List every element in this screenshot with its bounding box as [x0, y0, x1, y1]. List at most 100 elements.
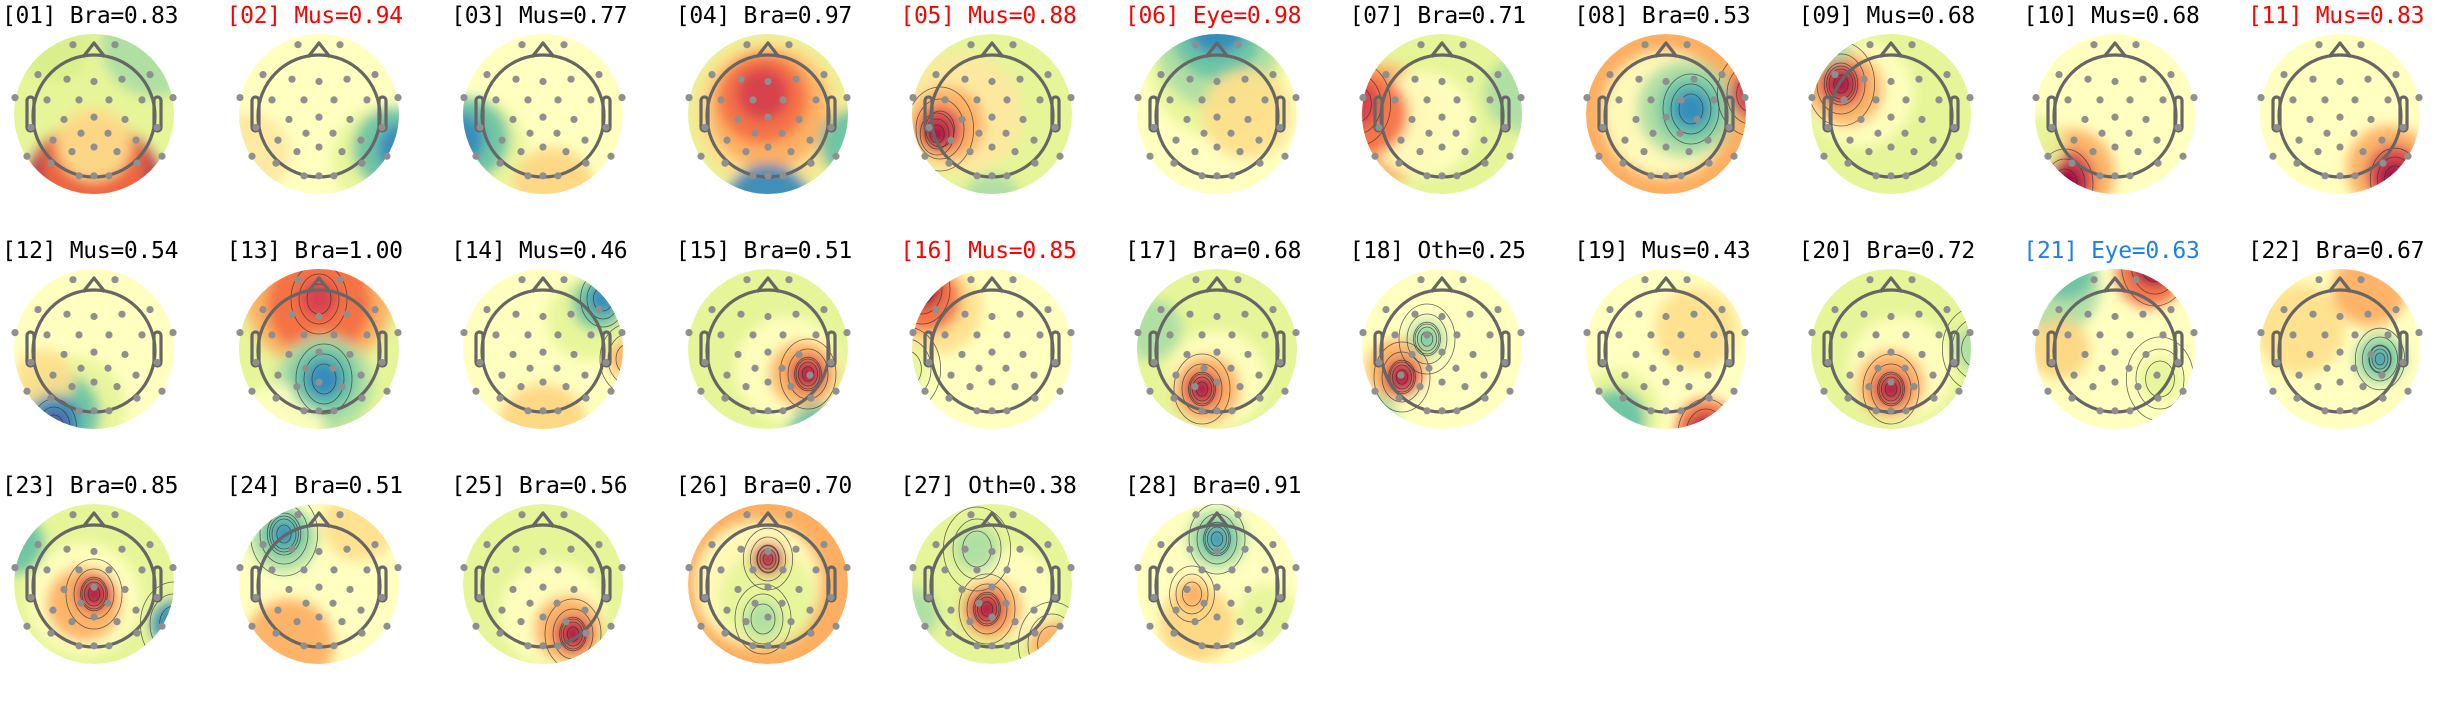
topomap	[1580, 28, 1752, 200]
component-title: [12] Mus=0.54	[2, 238, 179, 264]
component-title: [24] Bra=0.51	[226, 473, 403, 499]
topomap	[906, 498, 1078, 670]
component-title: [05] Mus=0.88	[900, 3, 1077, 29]
topomap	[682, 28, 854, 200]
component-panel: [25] Bra=0.56	[451, 472, 676, 707]
component-title: [27] Oth=0.38	[900, 473, 1077, 499]
component-panel: [10] Mus=0.68	[2023, 2, 2248, 237]
component-panel: [17] Bra=0.68	[1125, 237, 1350, 472]
electrode-dots	[235, 41, 402, 180]
topomap	[682, 263, 854, 435]
component-panel: [01] Bra=0.83	[2, 2, 227, 237]
electrode-dots	[1808, 41, 1974, 180]
topomap	[1805, 263, 1977, 435]
component-panel: [20] Bra=0.72	[1799, 237, 2024, 472]
electrode-dots	[11, 511, 177, 650]
component-panel: [12] Mus=0.54	[2, 237, 227, 472]
electrode-dots	[2032, 41, 2198, 180]
topomap	[457, 28, 629, 200]
topomap	[233, 498, 405, 670]
component-panel: [14] Mus=0.46	[451, 237, 676, 472]
component-title: [13] Bra=1.00	[226, 238, 403, 264]
topomap	[906, 28, 1078, 200]
topomap	[1131, 263, 1303, 435]
component-panel: [08] Bra=0.53	[1574, 2, 1799, 237]
topomap	[457, 263, 629, 435]
topomap	[233, 263, 405, 435]
component-title: [09] Mus=0.68	[1798, 3, 1975, 29]
component-title: [20] Bra=0.72	[1798, 238, 1975, 264]
component-title: [26] Bra=0.70	[675, 473, 852, 499]
component-panel: [24] Bra=0.51	[227, 472, 452, 707]
electrode-dots	[235, 511, 402, 650]
topomap	[1356, 263, 1528, 435]
electrode-dots	[909, 276, 1075, 415]
component-panel: [26] Bra=0.70	[676, 472, 901, 707]
electrode-dots	[909, 511, 1075, 650]
topomap	[2029, 28, 2201, 200]
electrode-dots	[909, 41, 1075, 180]
component-title: [10] Mus=0.68	[2023, 3, 2200, 29]
topomap	[2254, 263, 2426, 435]
topomap	[906, 263, 1078, 435]
component-title: [22] Bra=0.67	[2248, 238, 2425, 264]
topomap	[1356, 28, 1528, 200]
electrode-dots	[2257, 276, 2423, 415]
component-title: [11] Mus=0.83	[2248, 3, 2425, 29]
electrode-dots	[1583, 276, 1749, 415]
electrode-dots	[460, 511, 626, 650]
component-panel: [19] Mus=0.43	[1574, 237, 1799, 472]
electrode-dots	[685, 276, 851, 415]
topomap	[1131, 498, 1303, 670]
electrode-dots	[11, 276, 177, 415]
electrode-dots	[2032, 276, 2198, 415]
electrode-dots	[11, 41, 177, 180]
topomap	[2029, 263, 2201, 435]
component-title: [18] Oth=0.25	[1349, 238, 1526, 264]
component-title: [17] Bra=0.68	[1125, 238, 1302, 264]
component-panel: [02] Mus=0.94	[227, 2, 452, 237]
component-title: [15] Bra=0.51	[675, 238, 852, 264]
topomap	[8, 498, 180, 670]
topomap	[457, 498, 629, 670]
component-panel: [27] Oth=0.38	[900, 472, 1125, 707]
electrode-dots	[2257, 41, 2423, 180]
component-panel: [04] Bra=0.97	[676, 2, 901, 237]
component-panel: [05] Mus=0.88	[900, 2, 1125, 237]
electrode-dots	[1134, 41, 1300, 180]
component-panel: [07] Bra=0.71	[1350, 2, 1575, 237]
topomap	[682, 498, 854, 670]
component-panel: [23] Bra=0.85	[2, 472, 227, 707]
component-title: [25] Bra=0.56	[451, 473, 628, 499]
component-title: [08] Bra=0.53	[1574, 3, 1751, 29]
electrode-dots	[1808, 276, 1974, 415]
component-panel: [28] Bra=0.91	[1125, 472, 1350, 707]
component-title: [03] Mus=0.77	[451, 3, 628, 29]
component-panel: [16] Mus=0.85	[900, 237, 1125, 472]
component-title: [23] Bra=0.85	[2, 473, 179, 499]
component-panel: [21] Eye=0.63	[2023, 237, 2248, 472]
component-panel: [06] Eye=0.98	[1125, 2, 1350, 237]
topomap	[233, 28, 405, 200]
topomap	[1131, 28, 1303, 200]
component-panel: [09] Mus=0.68	[1799, 2, 2024, 237]
component-panel: [15] Bra=0.51	[676, 237, 901, 472]
component-panel: [22] Bra=0.67	[2248, 237, 2438, 472]
topomap-grid: [01] Bra=0.83 [02] Mus=0.94 [03] Mus=0.77 […	[2, 2, 2438, 664]
electrode-dots	[685, 41, 851, 180]
topomap	[8, 263, 180, 435]
component-title: [28] Bra=0.91	[1125, 473, 1302, 499]
electrode-dots	[1358, 41, 1525, 180]
component-title: [01] Bra=0.83	[2, 3, 179, 29]
electrode-dots	[1134, 276, 1300, 415]
topomap	[2254, 28, 2426, 200]
component-title: [14] Mus=0.46	[451, 238, 628, 264]
topomap	[1580, 263, 1752, 435]
electrode-dots	[460, 41, 626, 180]
electrode-dots	[460, 276, 626, 415]
component-panel: [13] Bra=1.00	[227, 237, 452, 472]
component-title: [21] Eye=0.63	[2023, 238, 2200, 264]
component-title: [02] Mus=0.94	[226, 3, 403, 29]
component-panel: [18] Oth=0.25	[1350, 237, 1575, 472]
topomap	[8, 28, 180, 200]
